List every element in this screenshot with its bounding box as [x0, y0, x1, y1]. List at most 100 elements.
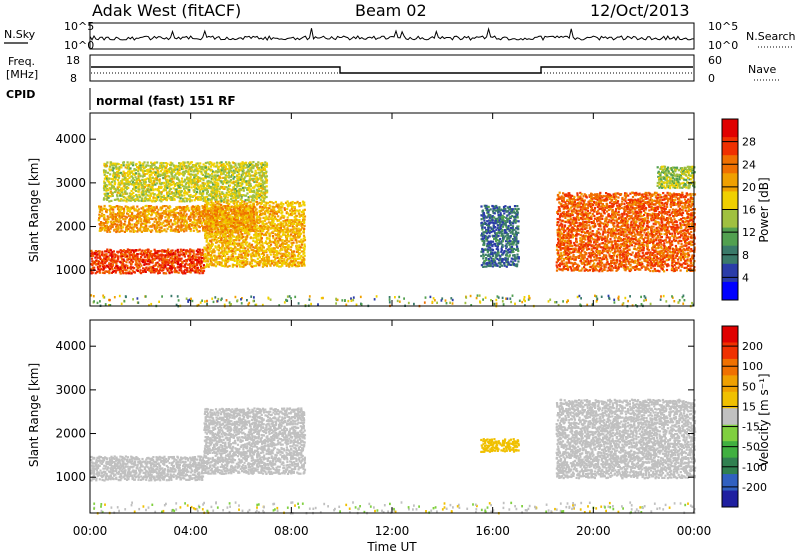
- echo-cell: [239, 178, 242, 181]
- echo-cell: [222, 168, 225, 171]
- echo-cell: [198, 222, 201, 225]
- echo-cell: [230, 229, 233, 232]
- echo-cell: [202, 168, 205, 171]
- echo-cell: [165, 205, 168, 208]
- echo-cell: [303, 215, 307, 218]
- echo-cell: [151, 176, 154, 179]
- echo-cell: [186, 205, 189, 208]
- echo-cell: [210, 256, 213, 259]
- echo-cell: [189, 229, 192, 233]
- echo-cell: [190, 199, 193, 202]
- echo-cell: [159, 268, 162, 271]
- echo-cell: [239, 166, 242, 169]
- echo-cell: [144, 169, 147, 172]
- echo-cell: [129, 266, 132, 269]
- echo-cell: [188, 224, 191, 227]
- echo-cell: [199, 190, 202, 193]
- echo-cell: [198, 211, 202, 214]
- echo-cell: [224, 222, 228, 225]
- echo-cell: [226, 224, 229, 227]
- echo-cell: [151, 164, 154, 167]
- echo-cell: [144, 196, 147, 199]
- echo-cell: [104, 266, 107, 269]
- echo-cell: [220, 257, 223, 260]
- echo-cell: [140, 259, 144, 262]
- echo-cell: [232, 212, 235, 215]
- echo-cell: [210, 227, 213, 230]
- echo-cell: [104, 207, 107, 211]
- echo-cell: [205, 218, 208, 221]
- echo-cell: [268, 210, 271, 213]
- echo-cell: [176, 172, 179, 175]
- echo-cell: [158, 178, 161, 181]
- echo-cell: [181, 228, 184, 231]
- echo-cell: [143, 178, 146, 181]
- echo-cell: [141, 184, 144, 187]
- echo-cell: [176, 255, 179, 258]
- echo-cell: [246, 252, 249, 255]
- echo-cell: [260, 237, 263, 240]
- echo-cell: [251, 211, 254, 214]
- echo-cell: [139, 225, 143, 228]
- echo-cell: [269, 223, 272, 226]
- echo-cell: [302, 250, 305, 253]
- echo-cell: [210, 225, 213, 228]
- echo-cell: [239, 202, 243, 205]
- echo-cell: [181, 183, 184, 186]
- echo-cell: [178, 162, 181, 165]
- echo-cell: [221, 226, 224, 229]
- echo-cell: [222, 254, 225, 257]
- echo-cell: [258, 168, 261, 171]
- echo-cell: [250, 229, 253, 232]
- echo-cell: [101, 252, 104, 255]
- echo-cell: [184, 263, 187, 266]
- echo-cell: [263, 167, 266, 170]
- echo-cell: [202, 206, 205, 210]
- echo-cell: [273, 247, 276, 250]
- echo-cell: [212, 239, 216, 242]
- echo-cell: [257, 202, 260, 205]
- echo-cell: [261, 170, 264, 173]
- echo-cell: [182, 199, 185, 202]
- echo-cell: [161, 172, 164, 175]
- echo-cell: [220, 246, 223, 249]
- echo-cell: [231, 188, 234, 191]
- echo-cell: [247, 199, 250, 202]
- echo-cell: [114, 271, 117, 274]
- echo-cell: [224, 197, 227, 200]
- echo-cell: [152, 206, 156, 209]
- echo-cell: [184, 251, 187, 254]
- echo-cell: [286, 227, 289, 230]
- echo-cell: [204, 229, 208, 232]
- echo-cell: [212, 248, 215, 251]
- echo-cell: [137, 222, 140, 225]
- echo-cell: [142, 219, 145, 223]
- echo-cell: [128, 197, 131, 200]
- echo-cell: [271, 231, 274, 234]
- echo-cell: [177, 230, 180, 233]
- echo-cell: [166, 219, 169, 222]
- echo-cell: [146, 263, 149, 266]
- echo-cell: [207, 246, 210, 249]
- echo-cell: [212, 202, 215, 205]
- echo-cell: [183, 191, 186, 194]
- echo-cell: [249, 246, 252, 249]
- echo-cell: [249, 201, 252, 204]
- echo-cell: [115, 269, 118, 272]
- echo-cell: [182, 265, 185, 268]
- echo-cell: [127, 180, 130, 183]
- echo-cell: [246, 170, 249, 173]
- echo-cell: [189, 195, 192, 198]
- echo-cell: [223, 247, 226, 250]
- echo-cell: [132, 187, 135, 191]
- echo-cell: [270, 213, 274, 216]
- echo-cell: [236, 177, 240, 180]
- echo-cell: [244, 259, 248, 262]
- echo-cell: [213, 209, 216, 212]
- echo-cell: [177, 251, 180, 254]
- echo-cell: [256, 257, 259, 260]
- echo-cell: [250, 177, 254, 180]
- echo-cell: [169, 196, 172, 199]
- echo-cell: [261, 181, 264, 184]
- echo-cell: [190, 249, 193, 252]
